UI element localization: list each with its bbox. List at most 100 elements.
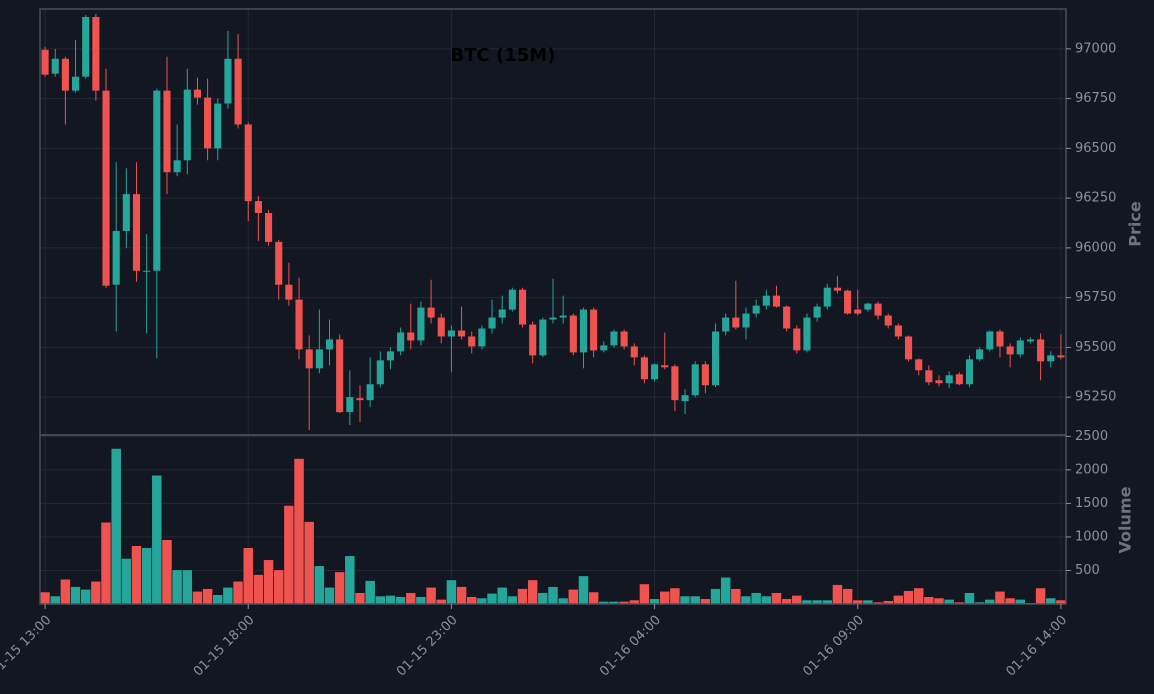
candle-body: [183, 89, 191, 161]
candle-body: [51, 58, 59, 74]
volume-bar: [212, 594, 224, 605]
candle-body: [925, 370, 933, 383]
volume-bar: [110, 448, 122, 605]
volume-bar: [1045, 597, 1057, 605]
candle-body: [1047, 355, 1055, 362]
candle-body: [82, 16, 90, 77]
volume-bar: [740, 595, 752, 605]
volume-tick-label: 1000: [1075, 529, 1108, 544]
candle-body: [854, 309, 862, 314]
volume-bar: [39, 591, 51, 605]
volume-bar: [771, 592, 782, 605]
y-tick-label: 95250: [1075, 390, 1116, 405]
volume-bar: [263, 559, 274, 605]
volume-bar: [70, 586, 81, 605]
candle-body: [265, 213, 273, 242]
candle-body: [965, 359, 974, 385]
candle-body: [681, 395, 689, 402]
volume-bar: [964, 592, 975, 605]
candle-body: [559, 315, 567, 318]
volume-bar: [161, 539, 173, 605]
volume-bar: [273, 569, 285, 605]
volume-bar: [202, 588, 213, 605]
candle-body: [204, 97, 212, 149]
volume-bar: [456, 586, 467, 605]
volume-bar: [120, 558, 132, 605]
volume-bar: [750, 592, 762, 605]
candle-body: [640, 357, 648, 380]
candle-body: [549, 317, 557, 320]
candle-body: [935, 380, 943, 384]
volume-bar: [192, 590, 203, 605]
volume-bar: [669, 587, 681, 605]
volume-panel-frame: [39, 434, 1067, 605]
candle-body: [275, 241, 283, 285]
candle-body: [691, 364, 699, 396]
volume-bar: [242, 547, 254, 605]
y-tick-label: 96250: [1075, 191, 1116, 206]
volume-bar: [283, 505, 295, 605]
candle-body: [407, 332, 415, 341]
candle-body: [437, 317, 445, 337]
volume-bar: [699, 598, 711, 605]
volume-bar: [181, 569, 193, 605]
candle-body: [996, 331, 1004, 347]
volume-bar: [141, 547, 153, 605]
candle-body: [904, 336, 913, 360]
y-axis-label: Price: [1126, 201, 1145, 247]
volume-bar: [1035, 587, 1046, 605]
candle-body: [742, 313, 750, 328]
volume-bar: [994, 590, 1006, 605]
candle-body: [468, 336, 476, 347]
volume-bar: [415, 596, 427, 605]
candle-body: [112, 230, 120, 285]
volume-tick-label: 500: [1075, 563, 1100, 578]
volume-bar: [730, 588, 742, 605]
candle-body: [71, 76, 80, 91]
candle-body: [163, 90, 171, 173]
candle-body: [884, 315, 892, 326]
volume-bar: [933, 597, 945, 605]
candle-body: [945, 375, 953, 384]
volume-bar: [446, 579, 457, 605]
y-tick-label: 96500: [1075, 141, 1116, 156]
volume-bar: [720, 576, 732, 605]
volume-axis-label: Volume: [1116, 486, 1135, 553]
volume-bar: [496, 586, 508, 605]
candle-body: [600, 345, 608, 351]
candle-body: [701, 364, 709, 386]
volume-bar: [679, 595, 691, 605]
candle-body: [661, 365, 669, 368]
volume-bar: [1004, 597, 1016, 605]
candle-body: [874, 303, 882, 316]
candle-body: [386, 351, 395, 361]
candle-body: [132, 194, 141, 271]
candle-body: [315, 349, 323, 369]
candle-body: [173, 160, 181, 173]
candle-body: [193, 89, 202, 98]
candle-body: [488, 317, 496, 329]
candle-body: [498, 309, 506, 318]
volume-bar: [293, 458, 305, 605]
candle-body: [92, 16, 100, 91]
candle-body: [529, 324, 537, 356]
volume-bar: [557, 597, 569, 605]
volume-bar: [923, 596, 935, 605]
volume-bar: [842, 588, 853, 605]
candle-body: [295, 299, 303, 350]
volume-bar: [578, 575, 589, 605]
volume-bar: [903, 590, 914, 605]
candle-body: [397, 332, 405, 352]
volume-bar: [80, 588, 92, 605]
candle-body: [122, 194, 130, 231]
volume-bar: [689, 595, 701, 605]
volume-tick-label: 2000: [1075, 462, 1108, 477]
y-tick-label: 95500: [1075, 340, 1116, 355]
candle-body: [976, 349, 984, 360]
candle-body: [325, 339, 334, 350]
volume-bar: [395, 596, 407, 605]
candle-body: [447, 330, 455, 337]
candle-body: [427, 307, 435, 318]
candle-body: [803, 317, 811, 351]
